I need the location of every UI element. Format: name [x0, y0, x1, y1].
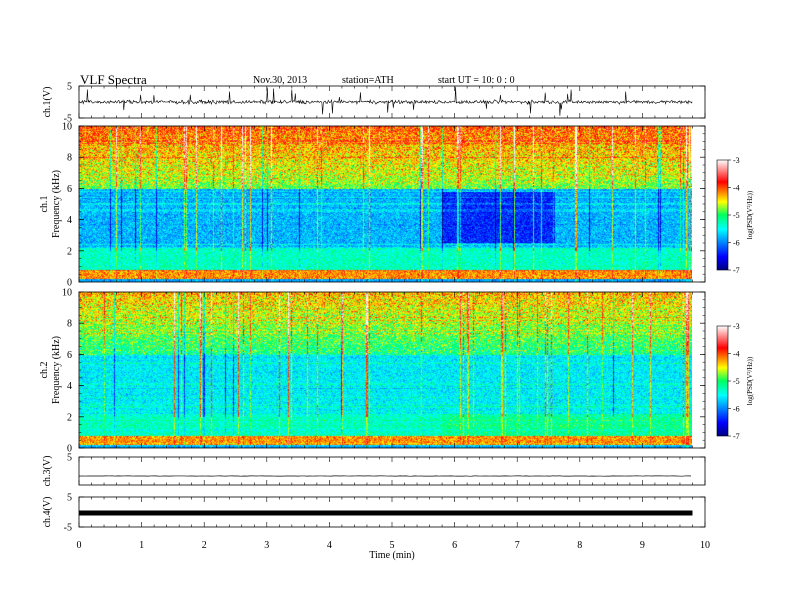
x-tick-label: 10 [700, 540, 710, 551]
y-tick-label: -5 [64, 114, 72, 125]
y-tick-label: 4 [67, 215, 72, 226]
spec1-ylabel-line1: ch.1 [39, 196, 50, 213]
spec2-ylabel-line2: Frequency (kHz) [51, 336, 62, 404]
colorbar-tick-label: -3 [733, 322, 740, 331]
x-tick-label: 4 [327, 540, 332, 551]
station-label: station=ATH [342, 75, 394, 86]
ch3-ylabel: ch.3(V) [42, 456, 53, 487]
colorbar-ch1-label: log(PSD(V²/Hz)) [746, 190, 754, 239]
spec2-ylabel-line1: ch.2 [39, 362, 50, 379]
ch4-ylabel: ch.4(V) [42, 497, 53, 528]
colorbar-tick-label: -5 [733, 377, 740, 386]
y-tick-label: 6 [67, 350, 72, 361]
y-tick-label: 4 [67, 381, 72, 392]
x-tick-label: 3 [264, 540, 269, 551]
spec1-ylabel-line2: Frequency (kHz) [51, 170, 62, 238]
ch4-waveform [79, 510, 693, 516]
start-time-label: start UT = 10: 0 : 0 [438, 75, 515, 86]
y-tick-label: 10 [62, 122, 72, 133]
figure-title: VLF Spectra [80, 72, 147, 87]
y-tick-label: 8 [67, 153, 72, 164]
colorbar-ch2-label: log(PSD(V²/Hz)) [746, 356, 754, 405]
colorbar-tick-label: -5 [733, 211, 740, 220]
x-tick-label: 2 [202, 540, 207, 551]
colorbar-tick-label: -4 [733, 350, 740, 359]
y-tick-label: 0 [67, 278, 72, 289]
x-axis-label: Time (min) [369, 550, 414, 561]
y-tick-label: 5 [67, 453, 72, 464]
colorbar-tick-label: -7 [733, 432, 740, 441]
x-tick-label: 8 [577, 540, 582, 551]
date-label: Nov.30, 2013 [253, 75, 308, 86]
y-tick-label: -5 [64, 523, 72, 534]
colorbar-tick-label: -6 [733, 239, 740, 248]
colorbar-ch2 [716, 325, 729, 437]
x-tick-label: 6 [452, 540, 457, 551]
colorbar-tick-label: -3 [733, 156, 740, 165]
colorbar-ch1 [716, 159, 729, 271]
ch1-ylabel: ch.1(V) [42, 87, 53, 118]
ch1-waveform [78, 86, 693, 116]
spectrogram-ch2-image [79, 292, 692, 448]
x-tick-label: 5 [390, 540, 395, 551]
y-tick-label: 5 [67, 493, 72, 504]
colorbar-tick-label: -4 [733, 184, 740, 193]
x-tick-label: 1 [139, 540, 144, 551]
colorbar-tick-label: -7 [733, 266, 740, 275]
x-tick-label: 9 [640, 540, 645, 551]
y-tick-label: 0 [67, 444, 72, 455]
y-tick-label: 5 [67, 82, 72, 93]
x-tick-label: 0 [77, 540, 82, 551]
y-tick-label: 8 [67, 319, 72, 330]
colorbar-tick-label: -6 [733, 405, 740, 414]
y-tick-label: 2 [67, 246, 72, 257]
y-tick-label: 2 [67, 412, 72, 423]
y-tick-label: 10 [62, 288, 72, 299]
spectrogram-ch1-image [79, 126, 692, 282]
x-tick-label: 7 [515, 540, 520, 551]
y-tick-label: 6 [67, 184, 72, 195]
